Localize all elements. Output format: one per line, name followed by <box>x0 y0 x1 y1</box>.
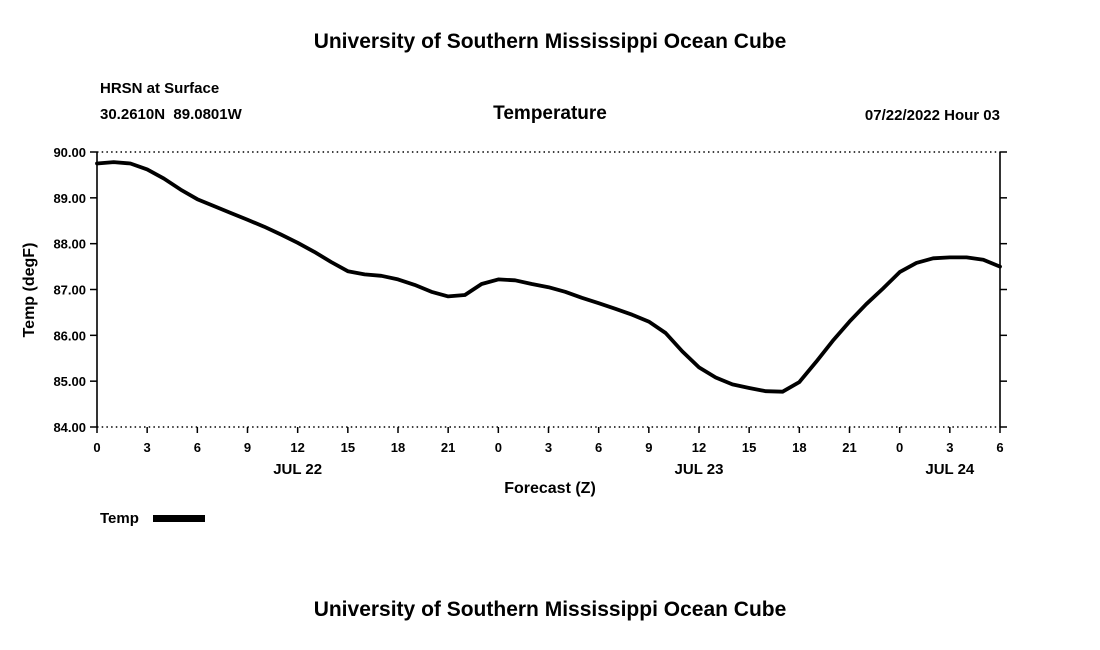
x-tick-label: 3 <box>144 440 151 455</box>
page-title: University of Southern Mississippi Ocean… <box>313 30 787 53</box>
x-tick-label: 15 <box>341 440 355 455</box>
x-tick-label: 0 <box>93 440 100 455</box>
chart-legend: Temp <box>100 510 205 527</box>
x-tick-label: 3 <box>946 440 953 455</box>
x-day-label: JUL 24 <box>925 461 975 478</box>
x-day-label: JUL 23 <box>675 461 724 478</box>
x-tick-label: 0 <box>896 440 903 455</box>
y-tick-label: 87.00 <box>53 283 86 298</box>
x-tick-label: 3 <box>545 440 552 455</box>
x-axis-title: Forecast (Z) <box>504 480 596 497</box>
y-tick-label: 84.00 <box>53 420 86 435</box>
x-tick-label: 18 <box>391 440 405 455</box>
y-tick-label: 88.00 <box>53 237 86 252</box>
x-day-label: JUL 22 <box>273 461 322 478</box>
x-tick-label: 0 <box>495 440 502 455</box>
station-coordinates: 30.2610N 89.0801W <box>100 106 242 123</box>
x-tick-label: 6 <box>595 440 602 455</box>
y-tick-label: 85.00 <box>53 374 86 389</box>
x-tick-label: 21 <box>842 440 856 455</box>
station-label: HRSN at Surface <box>100 80 220 97</box>
y-tick-label: 86.00 <box>53 328 86 343</box>
y-tick-label: 90.00 <box>53 145 86 160</box>
x-tick-label: 9 <box>244 440 251 455</box>
y-tick-label: 89.00 <box>53 191 86 206</box>
model-run-timestamp: 07/22/2022 Hour 03 <box>864 107 1000 124</box>
x-tick-label: 6 <box>194 440 201 455</box>
x-tick-label: 6 <box>996 440 1003 455</box>
x-tick-label: 15 <box>742 440 756 455</box>
chart-title: Temperature <box>493 103 607 124</box>
x-tick-label: 21 <box>441 440 455 455</box>
temp-series-line <box>95 160 1002 394</box>
temperature-chart: 90.00 89.00 88.00 87.00 86.00 85.00 84.00 0 3 6 9 1… <box>0 140 1100 540</box>
x-tick-label: 12 <box>290 440 304 455</box>
x-tick-label: 12 <box>692 440 706 455</box>
legend-temp-label: Temp <box>100 510 139 527</box>
temperature-chart-svg: 90.00 89.00 88.00 87.00 86.00 85.00 84.00 0 3 6 9 1… <box>53 145 1007 478</box>
x-tick-label: 9 <box>645 440 652 455</box>
y-axis-title: Temp (degF) <box>21 242 38 338</box>
legend-temp-line-swatch <box>152 515 205 522</box>
next-page-title: University of Southern Mississippi Ocean… <box>313 598 787 621</box>
x-tick-label: 18 <box>792 440 806 455</box>
